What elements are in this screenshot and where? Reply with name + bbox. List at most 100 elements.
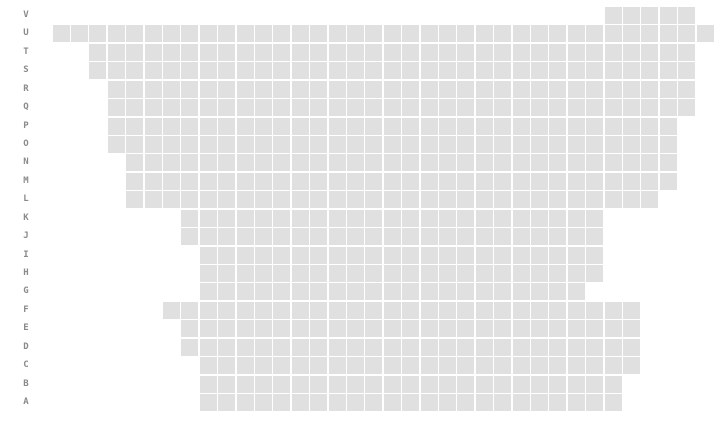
seat-N-6[interactable]: [144, 154, 162, 172]
seat-K-16[interactable]: [328, 209, 346, 227]
seat-I-22[interactable]: [438, 246, 456, 264]
seat-N-13[interactable]: [273, 154, 291, 172]
seat-S-34[interactable]: [659, 62, 677, 80]
seat-K-18[interactable]: [365, 209, 383, 227]
seat-F-19[interactable]: [383, 301, 401, 319]
seat-F-15[interactable]: [310, 301, 328, 319]
seat-L-13[interactable]: [273, 191, 291, 209]
seat-L-17[interactable]: [346, 191, 364, 209]
seat-O-32[interactable]: [622, 136, 640, 153]
seat-P-18[interactable]: [365, 117, 383, 135]
seat-D-27[interactable]: [530, 338, 548, 356]
seat-M-16[interactable]: [328, 172, 346, 190]
seat-N-10[interactable]: [218, 154, 236, 172]
seat-I-9[interactable]: [199, 246, 217, 264]
seat-L-15[interactable]: [310, 191, 328, 209]
seat-T-20[interactable]: [402, 43, 420, 61]
seat-P-22[interactable]: [438, 117, 456, 135]
seat-T-17[interactable]: [346, 43, 364, 61]
seat-O-34[interactable]: [659, 136, 677, 153]
seat-D-23[interactable]: [457, 338, 475, 356]
seat-C-25[interactable]: [494, 357, 512, 375]
seat-T-21[interactable]: [420, 43, 438, 61]
seat-N-21[interactable]: [420, 154, 438, 172]
seat-A-20[interactable]: [402, 394, 420, 411]
seat-B-20[interactable]: [402, 375, 420, 393]
seat-R-5[interactable]: [126, 80, 144, 98]
seat-A-27[interactable]: [530, 394, 548, 411]
seat-A-25[interactable]: [494, 394, 512, 411]
seat-C-18[interactable]: [365, 357, 383, 375]
seat-S-33[interactable]: [641, 62, 659, 80]
seat-I-20[interactable]: [402, 246, 420, 264]
seat-J-19[interactable]: [383, 228, 401, 246]
seat-B-30[interactable]: [586, 375, 604, 393]
seat-R-23[interactable]: [457, 80, 475, 98]
seat-U-3[interactable]: [89, 25, 107, 43]
seat-H-19[interactable]: [383, 265, 401, 282]
seat-L-5[interactable]: [126, 191, 144, 209]
seat-F-22[interactable]: [438, 301, 456, 319]
seat-N-33[interactable]: [641, 154, 659, 172]
seat-K-27[interactable]: [530, 209, 548, 227]
seat-S-22[interactable]: [438, 62, 456, 80]
seat-O-21[interactable]: [420, 136, 438, 153]
seat-G-9[interactable]: [199, 283, 217, 301]
seat-S-14[interactable]: [291, 62, 309, 80]
seat-A-26[interactable]: [512, 394, 530, 411]
seat-L-26[interactable]: [512, 191, 530, 209]
seat-B-24[interactable]: [475, 375, 493, 393]
seat-L-27[interactable]: [530, 191, 548, 209]
seat-G-22[interactable]: [438, 283, 456, 301]
seat-Q-34[interactable]: [659, 99, 677, 117]
seat-I-12[interactable]: [254, 246, 272, 264]
seat-R-19[interactable]: [383, 80, 401, 98]
seat-I-10[interactable]: [218, 246, 236, 264]
seat-K-26[interactable]: [512, 209, 530, 227]
seat-C-21[interactable]: [420, 357, 438, 375]
seat-T-19[interactable]: [383, 43, 401, 61]
seat-N-17[interactable]: [346, 154, 364, 172]
seat-O-22[interactable]: [438, 136, 456, 153]
seat-R-7[interactable]: [162, 80, 180, 98]
seat-Q-30[interactable]: [586, 99, 604, 117]
seat-D-22[interactable]: [438, 338, 456, 356]
seat-E-13[interactable]: [273, 320, 291, 338]
seat-L-25[interactable]: [494, 191, 512, 209]
seat-T-14[interactable]: [291, 43, 309, 61]
seat-P-25[interactable]: [494, 117, 512, 135]
seat-T-29[interactable]: [567, 43, 585, 61]
seat-T-28[interactable]: [549, 43, 567, 61]
seat-T-33[interactable]: [641, 43, 659, 61]
seat-R-21[interactable]: [420, 80, 438, 98]
seat-O-8[interactable]: [181, 136, 199, 153]
seat-P-28[interactable]: [549, 117, 567, 135]
seat-Q-12[interactable]: [254, 99, 272, 117]
seat-U-22[interactable]: [438, 25, 456, 43]
seat-L-6[interactable]: [144, 191, 162, 209]
seat-K-30[interactable]: [586, 209, 604, 227]
seat-J-12[interactable]: [254, 228, 272, 246]
seat-F-13[interactable]: [273, 301, 291, 319]
seat-L-14[interactable]: [291, 191, 309, 209]
seat-I-23[interactable]: [457, 246, 475, 264]
seat-B-31[interactable]: [604, 375, 622, 393]
seat-T-15[interactable]: [310, 43, 328, 61]
seat-P-19[interactable]: [383, 117, 401, 135]
seat-H-24[interactable]: [475, 265, 493, 282]
seat-G-13[interactable]: [273, 283, 291, 301]
seat-G-14[interactable]: [291, 283, 309, 301]
seat-O-14[interactable]: [291, 136, 309, 153]
seat-I-27[interactable]: [530, 246, 548, 264]
seat-T-10[interactable]: [218, 43, 236, 61]
seat-R-29[interactable]: [567, 80, 585, 98]
seat-G-15[interactable]: [310, 283, 328, 301]
seat-O-18[interactable]: [365, 136, 383, 153]
seat-C-26[interactable]: [512, 357, 530, 375]
seat-Q-13[interactable]: [273, 99, 291, 117]
seat-K-11[interactable]: [236, 209, 254, 227]
seat-U-17[interactable]: [346, 25, 364, 43]
seat-J-26[interactable]: [512, 228, 530, 246]
seat-F-20[interactable]: [402, 301, 420, 319]
seat-D-29[interactable]: [567, 338, 585, 356]
